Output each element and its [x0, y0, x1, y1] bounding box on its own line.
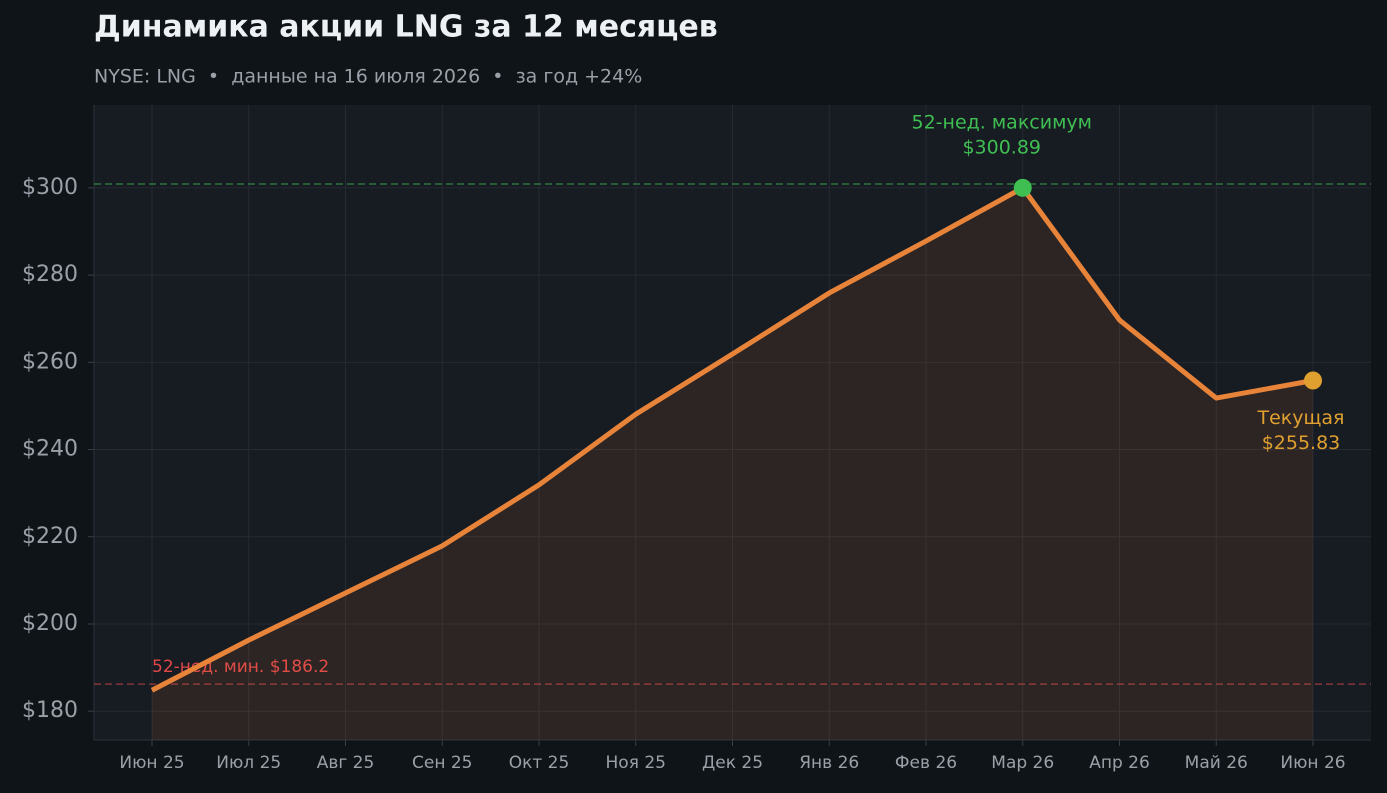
- x-tick-label: Янв 26: [799, 753, 859, 773]
- x-tick-label: Июн 26: [1280, 753, 1345, 773]
- chart-subtitle: NYSE: LNG • данные на 16 июля 2026 • за …: [94, 66, 642, 88]
- x-tick-label: Май 26: [1185, 753, 1248, 773]
- y-tick-label: $180: [22, 698, 78, 723]
- x-tick-label: Июл 25: [216, 753, 281, 773]
- annotation: 52-нед. максимум: [911, 111, 1092, 133]
- reference-label: 52-нед. мин. $186.2: [152, 657, 329, 677]
- annotation: Текущая: [1257, 407, 1345, 429]
- marker: [1013, 178, 1032, 197]
- chart-title: Динамика акции LNG за 12 месяцев: [94, 10, 718, 45]
- x-tick-label: Апр 26: [1089, 753, 1150, 773]
- annotation: $300.89: [962, 136, 1041, 158]
- line: [150, 185, 1314, 693]
- x-tick-label: Фев 26: [895, 753, 957, 773]
- y-tick-label: $200: [22, 611, 78, 636]
- x-tick-label: Июн 25: [119, 753, 184, 773]
- y-tick-label: $300: [22, 175, 78, 200]
- x-tick-label: Сен 25: [412, 753, 472, 773]
- x-tick-label: Авг 25: [317, 753, 375, 773]
- y-tick-label: $240: [22, 437, 78, 462]
- y-tick-label: $220: [22, 524, 78, 549]
- y-tick-label: $260: [22, 349, 78, 374]
- area: [152, 187, 1313, 740]
- x-tick-label: Окт 25: [509, 753, 570, 773]
- y-tick-label: $280: [22, 262, 78, 287]
- marker: [1304, 371, 1322, 390]
- x-tick-label: Мар 26: [991, 753, 1054, 773]
- annotation: $255.83: [1262, 432, 1341, 454]
- x-tick-label: Ноя 25: [606, 753, 666, 773]
- x-tick-label: Дек 25: [702, 753, 763, 773]
